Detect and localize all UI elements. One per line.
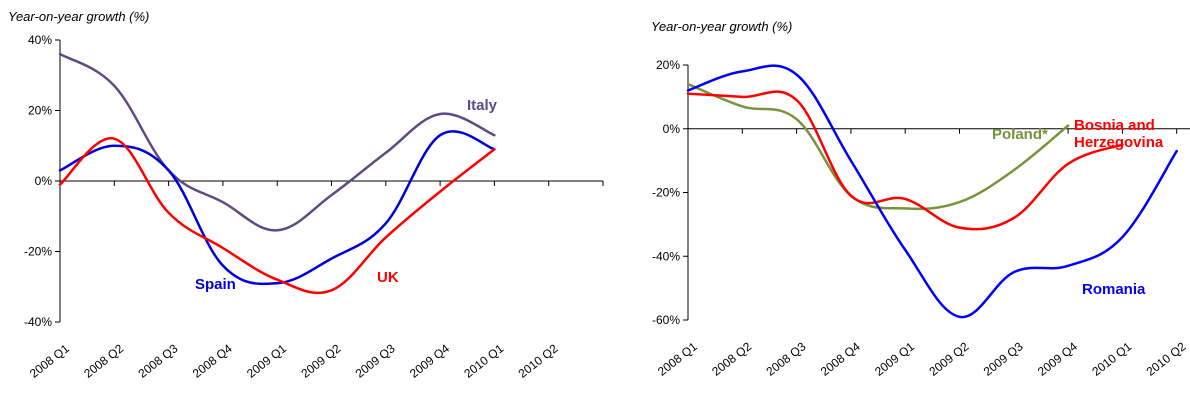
x-tick-label: 2008 Q3 [764,339,809,379]
series-line-romania [686,64,1178,319]
y-tick-label: -60% [652,313,680,327]
series-line-uk [58,137,496,295]
x-tick-label: 2009 Q1 [244,341,289,381]
x-tick-label: 2008 Q4 [818,339,863,379]
series-label-line: Romania [1082,281,1146,298]
y-tick-label: 20% [656,58,680,72]
x-tick-label: 2008 Q2 [709,339,754,379]
series-label-bosnia-and-herzegovina: Bosnia and Herzegovina [1074,117,1164,151]
x-tick-label: 2009 Q2 [298,341,343,381]
series-label-italy: Italy [467,97,498,114]
x-tick-label: 2009 Q1 [872,339,917,379]
y-tick-label: -20% [24,245,52,259]
series-label-line: Poland* [992,126,1048,143]
y-tick-label: -40% [652,249,680,263]
chart-2: Year-on-year growth (%) 20% 0% -20% -40% -60%… [651,19,1190,379]
series-line-bosnia-and-herzegovina [686,90,1124,231]
x-tick-label: 2008 Q1 [27,341,72,381]
y-tick-label: -40% [24,315,52,329]
series-label-line: Italy [467,97,498,114]
x-tick-label: 2009 Q4 [1035,339,1080,379]
y-tick-label: -20% [652,186,680,200]
chart-1: Year-on-year growth (%) 40% 20% 0% -20% -40% 2… [8,9,604,381]
series-line-spain [58,130,496,286]
x-tick-label: 2009 Q3 [981,339,1026,379]
x-tick-label: 2010 Q2 [1144,339,1189,379]
x-tick-label: 2010 Q1 [1089,339,1134,379]
x-tick-label: 2008 Q4 [190,341,235,381]
series-label-line: Bosnia and [1074,117,1155,134]
series-line-poland [686,82,1070,211]
series-label-line: Herzegovina [1074,134,1164,151]
y-axis-title: Year-on-year growth (%) [8,9,149,24]
series-label-spain: Spain [195,276,236,293]
series-label-poland: Poland* [992,126,1048,143]
y-tick-label: 0% [35,174,53,188]
x-tick-label: 2008 Q2 [81,341,126,381]
x-tick-label: 2008 Q3 [136,341,181,381]
x-tick-label: 2010 Q1 [461,341,506,381]
x-tick-label: 2010 Q2 [516,341,561,381]
series-label-line: Spain [195,276,236,293]
x-tick-label: 2008 Q1 [655,339,700,379]
y-tick-label: 0% [663,122,681,136]
x-tick-label: 2009 Q4 [407,341,452,381]
x-tick-label: 2009 Q2 [926,339,971,379]
y-tick-label: 40% [28,33,52,47]
series-label-romania: Romania [1082,281,1146,298]
x-tick-label: 2009 Q3 [353,341,398,381]
series-line-italy [58,52,496,232]
series-label-line: UK [377,269,399,286]
series-label-uk: UK [377,269,399,286]
y-tick-label: 20% [28,104,52,118]
y-axis-title: Year-on-year growth (%) [651,19,792,34]
